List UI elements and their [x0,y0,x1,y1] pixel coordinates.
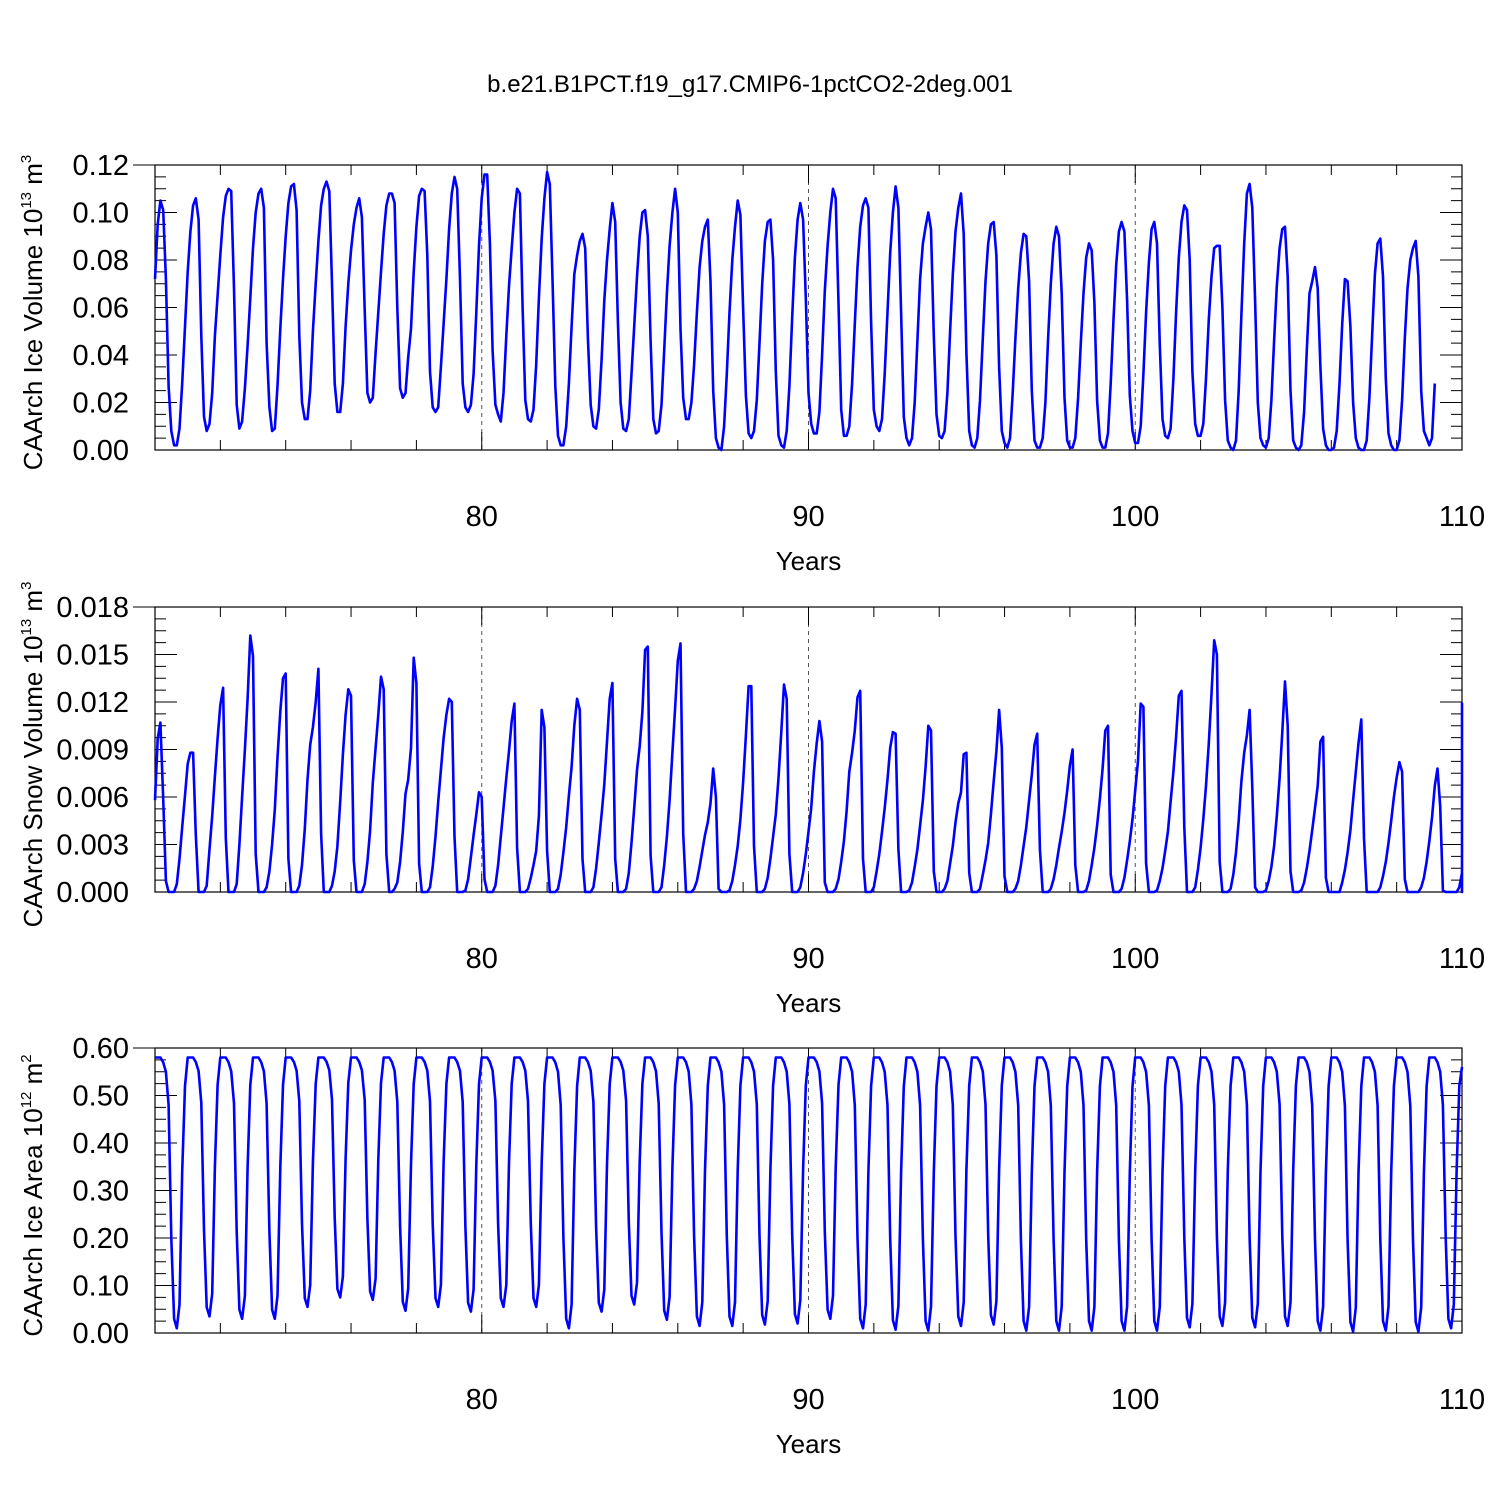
y-axis-label: CAArch Snow Volume 1013 m3 [18,582,48,928]
x-tick-label: 90 [792,943,824,975]
y-tick-label: 0.018 [56,592,129,624]
x-axis-label: Years [776,1429,842,1459]
panel-2: 0.000 0.003 0.006 0.009 0.012 0.015 0.018 80 90 1… [18,582,1485,1018]
x-tick-label: 90 [792,1384,824,1416]
y-tick-label: 0.20 [73,1223,129,1255]
y-tick-label: 0.003 [56,830,129,862]
y-tick-label: 0.04 [73,340,129,372]
x-tick-label: 110 [1439,1384,1485,1416]
panels: 0.00 0.02 0.04 0.06 0.08 0.10 0.12 80 90 100 110 Ye… [18,150,1485,1459]
series-line [153,170,1437,452]
y-tick-label: 0.000 [56,877,129,909]
series-line [153,634,1464,894]
y-tick-label: 0.40 [73,1128,129,1160]
panel-3: 0.00 0.10 0.20 0.30 0.40 0.50 0.60 80 90 100 110 Ye… [18,1033,1485,1459]
series-line [155,1056,1464,1333]
y-tick-label: 0.00 [73,1318,129,1350]
y-axis-label: CAArch Ice Area 1012 m2 [18,1054,48,1336]
y-tick-label: 0.02 [73,388,129,420]
x-tick-label: 90 [792,501,824,533]
y-tick-label: 0.12 [73,150,129,182]
y-axis-label: CAArch Ice Volume 1013 m3 [18,155,48,471]
y-tick-label: 0.10 [73,1271,129,1303]
panel-1: 0.00 0.02 0.04 0.06 0.08 0.10 0.12 80 90 100 110 Ye… [18,150,1485,576]
x-tick-label: 80 [466,1384,498,1416]
y-tick-label: 0.006 [56,782,129,814]
x-tick-label: 100 [1111,943,1159,975]
y-tick-label: 0.60 [73,1033,129,1065]
y-tick-label: 0.10 [73,198,129,230]
y-tick-label: 0.30 [73,1176,129,1208]
y-tick-label: 0.00 [73,435,129,467]
y-tick-label: 0.08 [73,245,129,277]
chart-title: b.e21.B1PCT.f19_g17.CMIP6-1pctCO2-2deg.0… [487,71,1013,98]
x-tick-label: 80 [466,501,498,533]
x-tick-label: 110 [1439,943,1485,975]
x-tick-label: 80 [466,943,498,975]
y-tick-label: 0.50 [73,1081,129,1113]
x-tick-label: 100 [1111,501,1159,533]
x-axis-label: Years [776,546,842,576]
x-tick-label: 110 [1439,501,1485,533]
x-axis-label: Years [776,988,842,1018]
y-tick-label: 0.06 [73,293,129,325]
y-tick-label: 0.015 [56,640,129,672]
y-tick-label: 0.012 [56,687,129,719]
y-tick-label: 0.009 [56,735,129,767]
x-tick-label: 100 [1111,1384,1159,1416]
